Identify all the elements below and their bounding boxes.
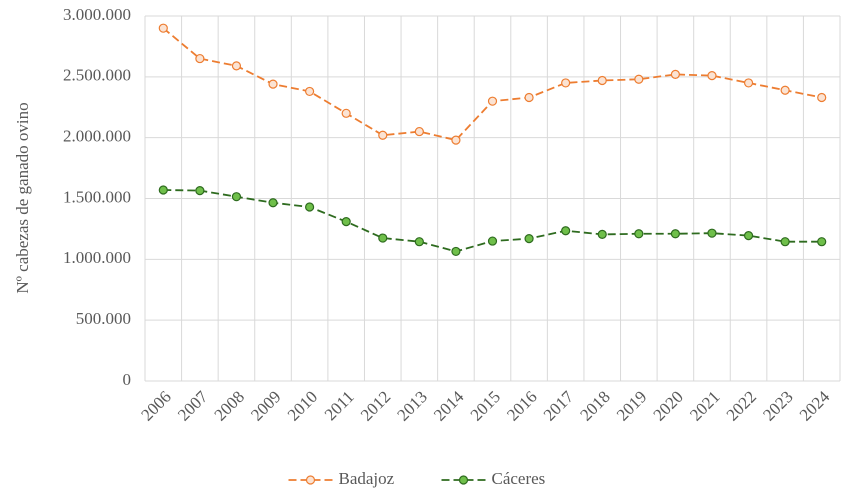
legend-marker bbox=[305, 475, 316, 485]
data-point bbox=[817, 237, 827, 247]
y-tick-label: 2.000.000 bbox=[63, 127, 131, 146]
data-point bbox=[158, 185, 168, 195]
data-point bbox=[231, 61, 242, 71]
data-point bbox=[158, 23, 168, 33]
y-tick-label: 3.000.000 bbox=[63, 5, 131, 24]
x-tick-label: 2018 bbox=[576, 387, 613, 424]
y-tick-label: 0 bbox=[123, 370, 132, 389]
x-tick-label: 2024 bbox=[796, 387, 834, 425]
x-tick-label: 2016 bbox=[503, 387, 540, 424]
data-point bbox=[707, 71, 717, 81]
data-point bbox=[524, 92, 534, 103]
data-point bbox=[780, 237, 790, 247]
data-point bbox=[487, 96, 498, 106]
x-tick-label: 2023 bbox=[759, 387, 796, 424]
data-point bbox=[305, 202, 315, 212]
data-point bbox=[414, 237, 424, 247]
x-tick-label: 2007 bbox=[174, 387, 212, 425]
data-point bbox=[670, 69, 680, 80]
y-tick-label: 1.500.000 bbox=[63, 187, 131, 206]
y-tick-label: 2.500.000 bbox=[63, 66, 131, 85]
legend-label: Badajoz bbox=[339, 469, 395, 488]
y-axis-title: Nº cabezas de ganado ovino bbox=[13, 102, 32, 293]
data-point bbox=[305, 86, 315, 97]
y-tick-label: 1.000.000 bbox=[63, 248, 131, 267]
x-tick-label: 2011 bbox=[321, 387, 358, 424]
data-point bbox=[378, 233, 388, 243]
data-point bbox=[817, 92, 827, 103]
x-tick-label: 2022 bbox=[723, 387, 760, 424]
x-tick-label: 2015 bbox=[467, 387, 504, 424]
data-point bbox=[743, 78, 754, 88]
data-point bbox=[451, 135, 461, 145]
data-point bbox=[414, 126, 424, 137]
x-tick-label: 2012 bbox=[357, 387, 394, 424]
data-point bbox=[378, 130, 388, 140]
data-point bbox=[743, 231, 754, 241]
data-point bbox=[670, 229, 680, 239]
x-tick-label: 2010 bbox=[284, 387, 321, 424]
data-point bbox=[195, 185, 205, 196]
x-tick-label: 2006 bbox=[137, 387, 174, 424]
data-point bbox=[231, 192, 242, 202]
data-point bbox=[561, 226, 571, 236]
data-point bbox=[341, 108, 351, 118]
data-point bbox=[597, 229, 607, 239]
data-point bbox=[451, 246, 461, 257]
x-tick-label: 2019 bbox=[613, 387, 650, 424]
x-tick-label: 2008 bbox=[211, 387, 248, 424]
data-point bbox=[341, 217, 351, 227]
legend-marker bbox=[458, 475, 469, 485]
data-point bbox=[561, 78, 571, 88]
x-tick-label: 2013 bbox=[393, 387, 430, 424]
data-point bbox=[780, 85, 790, 95]
data-point bbox=[597, 75, 607, 86]
data-point bbox=[707, 228, 717, 238]
data-point bbox=[195, 53, 205, 64]
data-point bbox=[524, 234, 534, 244]
y-tick-label: 500.000 bbox=[76, 309, 131, 328]
series-line bbox=[162, 27, 822, 142]
x-tick-label: 2020 bbox=[650, 387, 687, 424]
x-tick-label: 2009 bbox=[247, 387, 284, 424]
data-point bbox=[268, 79, 278, 89]
data-point bbox=[634, 229, 644, 239]
data-point bbox=[487, 236, 498, 246]
legend-label: Cáceres bbox=[492, 469, 546, 488]
data-point bbox=[634, 74, 644, 84]
x-tick-label: 2017 bbox=[540, 387, 578, 425]
data-point bbox=[268, 198, 278, 208]
x-tick-label: 2021 bbox=[686, 387, 723, 424]
x-tick-label: 2014 bbox=[430, 387, 468, 425]
